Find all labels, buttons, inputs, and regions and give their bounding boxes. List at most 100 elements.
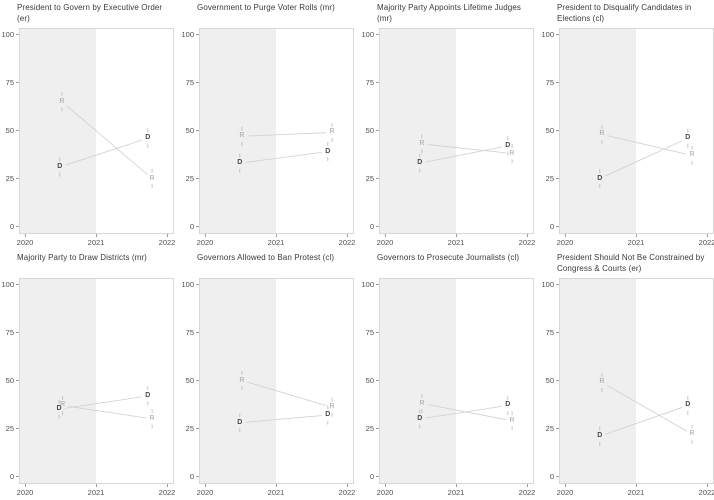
- y-axis-label: 0: [9, 221, 14, 231]
- x-axis-tick: [167, 484, 168, 487]
- x-axis-tick: [96, 234, 97, 237]
- trend-line-D: [605, 407, 683, 435]
- y-axis-tick: [16, 331, 19, 333]
- y-axis-label: 0: [369, 471, 374, 481]
- series-layer: [419, 393, 513, 431]
- y-axis-tick: [196, 475, 199, 477]
- x-axis-label: 2022: [158, 238, 176, 247]
- point-label-R: R: [60, 401, 66, 409]
- y-axis-tick: [556, 33, 559, 35]
- point-label-R: R: [509, 149, 515, 157]
- point-label-D: D: [325, 411, 331, 419]
- y-axis-tick: [376, 225, 379, 227]
- x-axis-tick: [276, 234, 277, 237]
- y-axis-label: 100: [181, 279, 194, 289]
- point-label-D: D: [145, 392, 151, 400]
- x-axis-tick: [385, 234, 386, 237]
- y-axis-tick: [556, 379, 559, 381]
- pre-2021-shaded-region: [560, 29, 636, 233]
- point-label-D: D: [417, 415, 423, 423]
- facet-panel: Majority Party to Draw Districts (mr) D D R…: [0, 250, 175, 500]
- y-axis-label: 25: [365, 173, 374, 183]
- y-axis-label: 25: [185, 423, 194, 433]
- y-axis-label: 75: [185, 327, 194, 337]
- point-label-D: D: [597, 174, 603, 182]
- y-axis-label: 75: [5, 77, 14, 87]
- y-axis-tick: [196, 33, 199, 35]
- panel-title: Governors to Prosecute Journalists (cl): [377, 253, 520, 262]
- y-axis-label: 100: [361, 29, 374, 39]
- panel-title: Majority Party to Draw Districts (mr): [17, 253, 147, 262]
- x-axis-label: 2022: [698, 488, 714, 497]
- pre-2021-shaded-region: [200, 279, 276, 483]
- x-axis-tick: [25, 484, 26, 487]
- y-axis-label: 75: [365, 327, 374, 337]
- point-label-R: R: [329, 403, 335, 411]
- x-axis-tick: [636, 484, 637, 487]
- series-layer: [239, 122, 333, 173]
- panel-title: Government to Purge Voter Rolls (mr): [197, 3, 335, 12]
- point-label-R: R: [509, 417, 515, 425]
- y-axis-label: 100: [1, 29, 14, 39]
- x-axis-label: 2021: [627, 238, 645, 247]
- y-axis-tick: [556, 177, 559, 179]
- point-label-R: R: [239, 376, 245, 384]
- y-axis-tick: [556, 427, 559, 429]
- point-label-R: R: [149, 174, 155, 182]
- x-axis-tick: [205, 234, 206, 237]
- y-axis-label: 75: [365, 77, 374, 87]
- y-axis-label: 0: [189, 471, 194, 481]
- pre-2021-shaded-region: [200, 29, 276, 233]
- pre-2021-shaded-region: [20, 29, 96, 233]
- x-axis-label: 2022: [338, 488, 356, 497]
- x-axis-tick: [527, 484, 528, 487]
- trend-line-R: [606, 385, 688, 432]
- facet-panel: President to Disqualify Candidates in El…: [540, 0, 714, 250]
- x-axis-tick: [96, 484, 97, 487]
- y-axis-tick: [196, 81, 199, 83]
- point-label-D: D: [145, 134, 151, 142]
- point-label-D: D: [505, 401, 511, 409]
- facet-panel: President Should Not Be Constrained by C…: [540, 250, 714, 500]
- x-axis-tick: [565, 484, 566, 487]
- point-label-R: R: [599, 378, 605, 386]
- trend-line-R: [247, 381, 327, 407]
- x-axis-tick: [636, 234, 637, 237]
- x-axis-label: 2020: [376, 238, 394, 247]
- y-axis-label: 50: [5, 125, 14, 135]
- point-label-R: R: [419, 399, 425, 407]
- trend-line-R: [66, 105, 148, 175]
- facet-panel: Government to Purge Voter Rolls (mr) D D R R…: [180, 0, 355, 250]
- y-axis-tick: [196, 129, 199, 131]
- point-label-D: D: [325, 147, 331, 155]
- y-axis-tick: [376, 475, 379, 477]
- y-axis-label: 75: [545, 327, 554, 337]
- panel-title: President to Govern by Executive Order (…: [17, 3, 163, 23]
- point-label-R: R: [599, 130, 605, 138]
- y-axis-label: 25: [545, 423, 554, 433]
- x-axis-label: 2021: [87, 488, 105, 497]
- y-axis-label: 0: [189, 221, 194, 231]
- x-axis-tick: [527, 234, 528, 237]
- trend-line-R: [427, 144, 507, 154]
- x-axis-tick: [385, 484, 386, 487]
- y-axis-label: 0: [9, 471, 14, 481]
- x-axis-label: 2022: [698, 238, 714, 247]
- y-axis-label: 100: [541, 29, 554, 39]
- point-label-D: D: [56, 405, 62, 413]
- series-layer: [59, 92, 153, 189]
- series-layer: [58, 386, 153, 429]
- y-axis-tick: [376, 33, 379, 35]
- y-axis-tick: [196, 427, 199, 429]
- trend-line-R: [427, 404, 507, 421]
- y-axis-label: 50: [185, 375, 194, 385]
- y-axis-tick: [376, 331, 379, 333]
- y-axis-tick: [16, 129, 19, 131]
- pre-2021-shaded-region: [560, 279, 636, 483]
